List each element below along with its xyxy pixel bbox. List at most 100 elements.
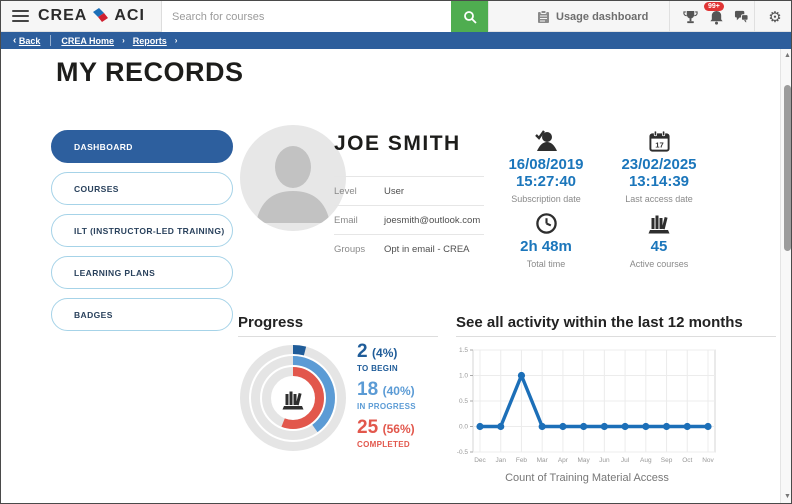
- legend-percent: (40%): [382, 384, 415, 398]
- usage-dashboard-label: Usage dashboard: [556, 10, 649, 23]
- sidebar-item-label: COURSES: [74, 183, 119, 194]
- sidebar-item-courses[interactable]: COURSES: [51, 172, 233, 205]
- settings-button[interactable]: ⚙: [766, 8, 784, 26]
- stat-subscription-date: 16/08/2019 15:27:40 Subscription date: [481, 129, 611, 204]
- stat-value: 16/08/2019: [508, 156, 584, 173]
- gear-icon: ⚙: [768, 7, 782, 26]
- svg-text:-0.5: -0.5: [457, 449, 469, 456]
- legend-count: 25: [357, 417, 379, 438]
- progress-donut-chart: [237, 342, 349, 454]
- toolbar-divider: [669, 1, 670, 32]
- activity-line-chart: 1.5 1.0 0.5 0.0 -0.5 Dec Jan Feb Mar Apr May Jun Jul…: [451, 343, 723, 471]
- profile-row-level: Level User: [334, 176, 484, 205]
- profile-name: JOE SMITH: [334, 132, 461, 155]
- profile-row-groups: Groups Opt in email - CREA: [334, 234, 484, 263]
- bell-icon: [709, 10, 723, 25]
- chat-icon: [734, 10, 748, 23]
- svg-text:Sep: Sep: [661, 457, 673, 464]
- stat-value: 45: [650, 238, 668, 255]
- legend-count: 18: [357, 379, 379, 400]
- scroll-down-arrow[interactable]: ▼: [784, 493, 791, 500]
- svg-text:Jun: Jun: [599, 457, 610, 464]
- hamburger-menu-icon[interactable]: [12, 10, 29, 23]
- activity-title: See all activity within the last 12 mont…: [456, 314, 743, 331]
- sidebar-item-label: BADGES: [74, 309, 113, 320]
- svg-text:Jan: Jan: [495, 457, 506, 464]
- section-divider: [456, 336, 776, 337]
- stat-caption: Active courses: [629, 259, 689, 269]
- svg-text:Dec: Dec: [474, 457, 486, 464]
- breadcrumb-separator: ›: [174, 36, 178, 45]
- sidebar-item-dashboard[interactable]: DASHBOARD: [51, 130, 233, 163]
- search-icon: [463, 10, 477, 24]
- logo-diamond-icon: [93, 8, 109, 22]
- top-bar: CREA ACI Usage dashboar: [1, 1, 791, 32]
- achievements-button[interactable]: [681, 8, 699, 26]
- person-silhouette-icon: [256, 146, 330, 223]
- search-button[interactable]: [451, 1, 488, 32]
- field-label: Level: [334, 186, 357, 197]
- stat-caption: Last access date: [625, 194, 693, 204]
- messages-button[interactable]: [732, 8, 750, 26]
- stat-last-access-date: 17 23/02/2025 13:14:39 Last access date: [594, 129, 724, 204]
- stat-total-time: 2h 48m Total time: [481, 211, 611, 269]
- breadcrumb-reports-link[interactable]: Reports: [132, 35, 167, 46]
- user-check-icon: [535, 130, 557, 151]
- legend-count: 2: [357, 341, 368, 362]
- breadcrumb-separator: ›: [122, 36, 125, 45]
- calendar-icon: 17: [648, 130, 670, 152]
- books-icon: [281, 387, 305, 411]
- breadcrumb-home-link[interactable]: CREA Home: [61, 35, 115, 46]
- notifications-button[interactable]: [707, 8, 725, 26]
- progress-title: Progress: [238, 314, 304, 331]
- sidebar-item-learning-plans[interactable]: LEARNING PLANS: [51, 256, 233, 289]
- svg-text:Feb: Feb: [516, 457, 528, 464]
- legend-percent: (4%): [372, 346, 398, 360]
- svg-text:May: May: [577, 457, 590, 464]
- logo-text-left: CREA: [38, 6, 88, 24]
- field-value: joesmith@outlook.com: [384, 215, 481, 226]
- stat-caption: Total time: [526, 259, 566, 269]
- sidebar-item-label: LEARNING PLANS: [74, 267, 156, 278]
- stat-caption: Subscription date: [511, 194, 581, 204]
- clock-icon: [535, 213, 557, 234]
- back-chevron-icon: ‹: [13, 35, 17, 46]
- scrollbar-thumb[interactable]: [784, 85, 791, 251]
- chart-x-axis-label: Count of Training Material Access: [505, 472, 669, 484]
- stat-value: 2h 48m: [520, 238, 572, 255]
- vertical-scrollbar[interactable]: ▲ ▼: [780, 49, 791, 503]
- calendar-day-number: 17: [655, 141, 664, 150]
- svg-text:0.0: 0.0: [459, 424, 468, 431]
- field-label: Email: [334, 215, 358, 226]
- svg-text:Jul: Jul: [621, 457, 630, 464]
- legend-label: COMPLETED: [357, 440, 410, 449]
- field-value: User: [384, 186, 405, 197]
- scroll-up-arrow[interactable]: ▲: [784, 52, 791, 59]
- clipboard-icon: [538, 9, 549, 23]
- sidebar-item-label: DASHBOARD: [74, 141, 133, 152]
- legend-label: TO BEGIN: [357, 364, 398, 373]
- profile-row-email: Email joesmith@outlook.com: [334, 205, 484, 234]
- svg-text:0.5: 0.5: [459, 398, 468, 405]
- sidebar-item-ilt[interactable]: ILT (INSTRUCTOR-LED TRAINING): [51, 214, 233, 247]
- section-divider: [238, 336, 438, 337]
- logo-text-right: ACI: [114, 6, 145, 24]
- stat-value2: 15:27:40: [515, 173, 577, 190]
- search-input[interactable]: [162, 1, 451, 32]
- stat-value: 23/02/2025: [621, 156, 697, 173]
- toolbar-divider: [754, 1, 755, 32]
- svg-text:Mar: Mar: [537, 457, 549, 464]
- brand-logo[interactable]: CREA ACI: [38, 6, 145, 25]
- page-title: MY RECORDS: [56, 57, 244, 87]
- sidebar-item-badges[interactable]: BADGES: [51, 298, 233, 331]
- back-link[interactable]: Back: [18, 35, 41, 46]
- svg-text:Apr: Apr: [558, 457, 569, 464]
- trophy-icon: [682, 10, 698, 23]
- profile-info-table: Level User Email joesmith@outlook.com Gr…: [334, 176, 484, 263]
- breadcrumb: ‹ Back CREA Home › Reports ›: [1, 32, 791, 49]
- legend-in-progress: 18 (40%) IN PROGRESS: [357, 379, 416, 411]
- avatar: [240, 125, 346, 231]
- svg-text:Nov: Nov: [702, 457, 714, 464]
- usage-dashboard-button[interactable]: Usage dashboard: [537, 1, 648, 32]
